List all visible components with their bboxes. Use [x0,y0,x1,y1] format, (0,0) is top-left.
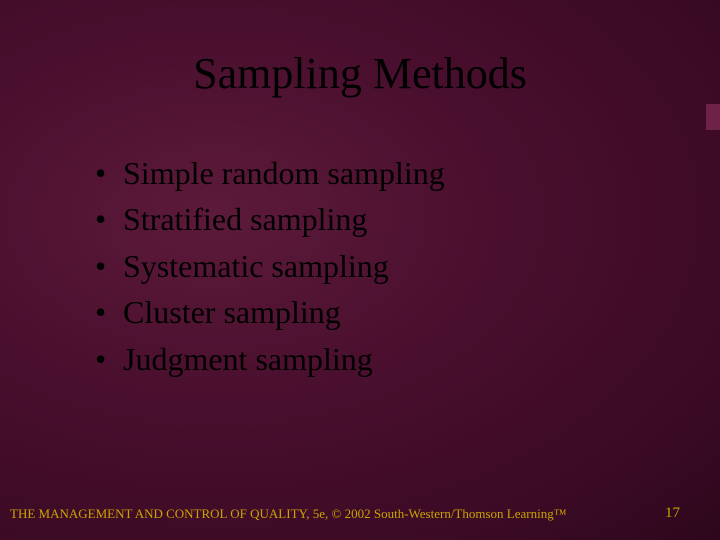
list-item: • Stratified sampling [95,196,445,242]
list-item-label: Cluster sampling [123,289,341,335]
decorative-edge-mark [706,104,720,130]
page-number: 17 [665,505,680,522]
list-item: • Systematic sampling [95,243,445,289]
bullet-dot-icon: • [95,150,123,196]
slide-title: Sampling Methods [0,48,720,99]
list-item-label: Systematic sampling [123,243,389,289]
list-item: • Simple random sampling [95,150,445,196]
list-item-label: Stratified sampling [123,196,367,242]
bullet-dot-icon: • [95,196,123,242]
list-item-label: Simple random sampling [123,150,445,196]
list-item: • Judgment sampling [95,336,445,382]
bullet-list: • Simple random sampling • Stratified sa… [95,150,445,382]
footer-text: THE MANAGEMENT AND CONTROL OF QUALITY, 5… [10,506,566,522]
list-item-label: Judgment sampling [123,336,373,382]
bullet-dot-icon: • [95,243,123,289]
slide: Sampling Methods • Simple random samplin… [0,0,720,540]
bullet-dot-icon: • [95,336,123,382]
list-item: • Cluster sampling [95,289,445,335]
bullet-dot-icon: • [95,289,123,335]
